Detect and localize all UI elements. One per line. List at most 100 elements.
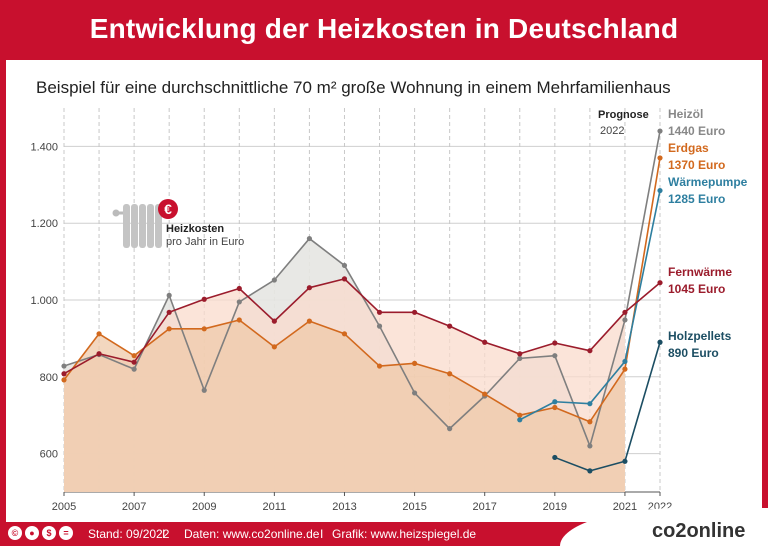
data-point: [622, 458, 628, 464]
y-tick-label: 800: [40, 372, 58, 384]
header-banner: Entwicklung der Heizkosten in Deutschlan…: [0, 0, 768, 58]
data-point: [552, 454, 558, 461]
data-point: [411, 309, 418, 315]
data-point: [201, 387, 207, 393]
cc-icon[interactable]: ©: [8, 526, 22, 540]
data-point: [341, 276, 348, 282]
euro-badge-icon: €: [158, 199, 178, 219]
footer-grafik-link[interactable]: Grafik: www.heizspiegel.de: [332, 527, 477, 541]
data-point: [131, 359, 137, 365]
data-point: [587, 419, 593, 425]
footer-stand: Stand: 09/2022: [88, 527, 170, 541]
data-point: [587, 443, 593, 449]
data-point: [306, 285, 313, 291]
data-point: [201, 326, 207, 332]
area-fill-erdgas: [64, 319, 625, 492]
data-point: [657, 339, 663, 345]
x-tick-label: 2015: [402, 501, 426, 513]
by-icon[interactable]: ●: [25, 526, 39, 540]
y-tick-label: 1.200: [30, 218, 58, 230]
series-value-label: 1440 Euro: [668, 124, 725, 138]
x-tick-label: 2007: [122, 501, 146, 513]
series-value-label: 1285 Euro: [668, 192, 725, 206]
data-point: [517, 417, 523, 423]
radiator-icon: [112, 204, 162, 248]
sa-icon[interactable]: =: [59, 526, 73, 540]
footer-daten-link[interactable]: Daten: www.co2online.de: [184, 527, 320, 541]
nc-icon[interactable]: $: [42, 526, 56, 540]
chart-subtitle: Beispiel für eine durchschnittliche 70 m…: [36, 78, 671, 97]
data-point: [657, 187, 663, 194]
series-line-3: [63, 278, 661, 375]
series-value-label: 1370 Euro: [668, 158, 725, 172]
data-point: [411, 390, 418, 396]
data-point: [306, 235, 313, 242]
prognose-year: 2022: [600, 125, 624, 137]
data-point: [552, 399, 558, 405]
data-point: [271, 277, 277, 283]
data-point: [166, 292, 172, 298]
chart-title: Entwicklung der Heizkosten in Deutschlan…: [89, 13, 679, 44]
data-point: [657, 155, 663, 161]
cc-license-icons: © ● $ =: [8, 526, 73, 540]
data-point: [271, 344, 277, 350]
data-point: [376, 323, 383, 329]
data-point: [587, 348, 593, 354]
data-point: [517, 355, 523, 361]
footer-separator: I: [320, 527, 324, 541]
data-point: [552, 340, 558, 346]
series-value-label: 890 Euro: [668, 346, 719, 360]
data-point: [552, 404, 558, 411]
data-point: [447, 371, 453, 377]
data-point: [61, 377, 67, 383]
x-tick-label: 2013: [332, 501, 356, 513]
series-line-4: [554, 342, 661, 472]
data-point: [306, 318, 313, 324]
data-point: [341, 331, 348, 337]
data-point: [622, 366, 628, 372]
data-point: [517, 351, 523, 357]
data-point: [622, 358, 628, 365]
data-point: [657, 280, 663, 286]
data-point: [657, 128, 663, 134]
data-point: [482, 339, 488, 345]
y-tick-label: 1.000: [30, 295, 58, 307]
data-point: [587, 468, 593, 474]
y-tick-label: 600: [40, 449, 58, 461]
series-name-label: Heizöl: [668, 107, 703, 121]
series-name-label: Erdgas: [668, 141, 709, 155]
data-point: [482, 391, 488, 397]
data-point: [587, 401, 593, 407]
data-point: [622, 309, 628, 315]
data-point: [96, 351, 102, 357]
data-point: [236, 317, 242, 323]
data-point: [271, 318, 277, 324]
data-point: [622, 317, 628, 323]
data-point: [61, 371, 67, 377]
data-point: [411, 360, 418, 366]
brand-logo[interactable]: co2online: [652, 520, 746, 542]
data-point: [341, 262, 348, 269]
series-value-label: 1045 Euro: [668, 282, 725, 296]
data-point: [131, 353, 137, 359]
x-tick-label: 2009: [192, 501, 216, 513]
footer-separator: I: [162, 527, 166, 541]
x-tick-label: 2011: [263, 501, 287, 513]
data-point: [236, 299, 242, 305]
data-point: [552, 353, 558, 359]
series-name-label: Holzpellets: [668, 329, 732, 343]
x-tick-label: 2017: [472, 501, 496, 513]
prognose-label: Prognose: [598, 109, 649, 121]
x-tick-label: 2005: [52, 501, 76, 513]
series-name-label: Wärmepumpe: [668, 175, 748, 189]
data-point: [61, 363, 67, 369]
data-point: [96, 331, 102, 337]
data-point: [517, 412, 523, 418]
data-point: [376, 309, 383, 315]
legend-box-subtitle: pro Jahr in Euro: [166, 236, 244, 248]
legend-box-title: Heizkosten: [166, 223, 224, 235]
series-line-1: [63, 157, 661, 423]
data-point: [236, 285, 242, 292]
data-point: [447, 426, 453, 432]
